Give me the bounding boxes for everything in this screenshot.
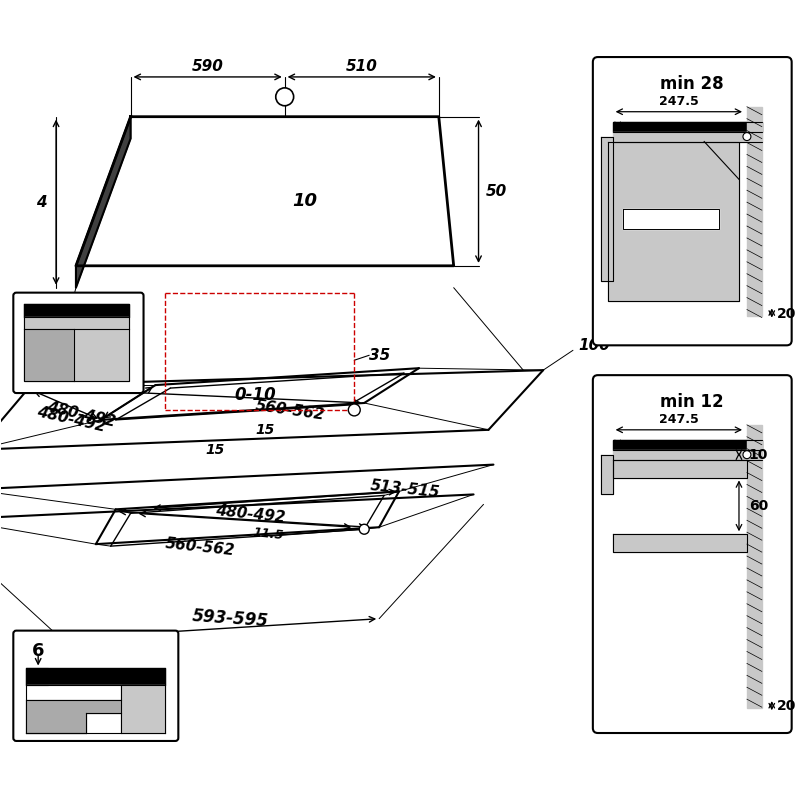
Polygon shape	[26, 686, 121, 700]
Text: 10: 10	[292, 192, 317, 210]
Text: 10: 10	[749, 448, 768, 462]
Text: 560-562: 560-562	[254, 398, 326, 422]
Text: 35: 35	[369, 348, 390, 362]
Text: 480-492: 480-492	[214, 503, 286, 526]
Polygon shape	[613, 450, 762, 460]
Polygon shape	[26, 700, 121, 733]
Text: 0-10: 0-10	[234, 386, 276, 404]
Polygon shape	[121, 686, 166, 733]
Polygon shape	[26, 668, 166, 686]
Circle shape	[743, 133, 751, 141]
Text: 590: 590	[192, 59, 223, 74]
Text: 15: 15	[255, 423, 274, 437]
Text: 20: 20	[777, 306, 796, 321]
Text: min 12: min 12	[661, 393, 724, 411]
Text: 4: 4	[36, 194, 46, 210]
Text: 560-562: 560-562	[165, 536, 236, 558]
Polygon shape	[24, 318, 129, 330]
Text: 50: 50	[486, 184, 507, 198]
Text: 15: 15	[206, 442, 225, 457]
Text: 513-515: 513-515	[369, 478, 441, 501]
Text: 247.5: 247.5	[659, 414, 698, 426]
Polygon shape	[608, 142, 739, 301]
Text: 593-595: 593-595	[191, 607, 269, 630]
Text: 60: 60	[749, 499, 768, 513]
Polygon shape	[74, 330, 129, 381]
Polygon shape	[76, 117, 130, 288]
FancyBboxPatch shape	[14, 293, 143, 393]
Polygon shape	[747, 425, 762, 708]
Polygon shape	[613, 460, 747, 478]
Text: 480-492: 480-492	[45, 400, 117, 430]
Polygon shape	[601, 454, 613, 494]
Circle shape	[348, 404, 360, 416]
Polygon shape	[601, 137, 613, 281]
Circle shape	[359, 524, 369, 534]
Text: 6: 6	[32, 642, 45, 661]
FancyBboxPatch shape	[593, 57, 792, 346]
Polygon shape	[24, 330, 74, 381]
Text: min 28: min 28	[661, 75, 724, 93]
Polygon shape	[613, 440, 762, 450]
Text: 510: 510	[346, 59, 378, 74]
FancyBboxPatch shape	[14, 630, 178, 741]
Polygon shape	[24, 303, 129, 318]
Polygon shape	[747, 106, 762, 315]
Polygon shape	[622, 209, 719, 229]
Polygon shape	[76, 117, 454, 266]
Circle shape	[276, 88, 294, 106]
Text: 20: 20	[777, 699, 796, 713]
Text: 100: 100	[578, 338, 610, 353]
Text: 11.5: 11.5	[252, 526, 284, 542]
Circle shape	[743, 450, 751, 458]
Polygon shape	[613, 534, 747, 552]
Polygon shape	[613, 132, 762, 142]
Polygon shape	[613, 122, 762, 132]
Text: 247.5: 247.5	[659, 95, 698, 108]
Text: 480-492: 480-492	[35, 405, 107, 435]
FancyBboxPatch shape	[593, 375, 792, 733]
